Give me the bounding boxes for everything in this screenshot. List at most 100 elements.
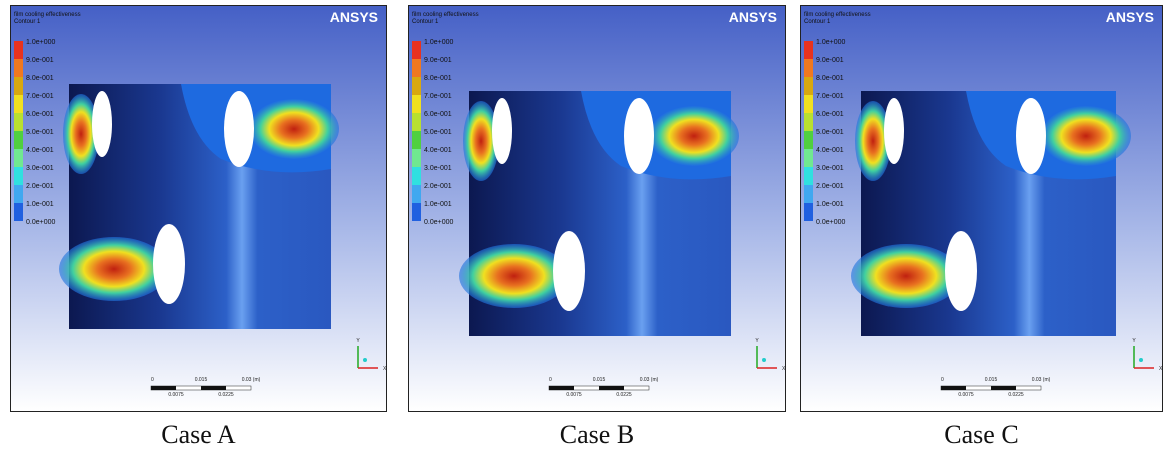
legend-title: film cooling effectiveness	[14, 12, 81, 18]
legend-label: 0.0e+000	[424, 219, 453, 226]
contour-panel: film cooling effectiveness Contour 1 ANSYS…	[408, 5, 787, 412]
legend-title: film cooling effectiveness	[804, 12, 871, 18]
contour-panel: film cooling effectiveness Contour 1 ANSYS…	[10, 5, 388, 412]
scale-bar	[991, 386, 1016, 390]
jet-plume	[649, 106, 739, 166]
legend-label: 6.0e-001	[816, 111, 844, 118]
legend-label: 8.0e-001	[26, 75, 54, 82]
legend-swatch	[804, 41, 813, 59]
legend-label: 1.0e-001	[26, 201, 54, 208]
scale-label: 0.0075	[566, 392, 582, 398]
legend-label: 5.0e-001	[26, 129, 54, 136]
cooling-hole	[92, 91, 112, 157]
legend-label: 4.0e-001	[816, 147, 844, 154]
legend-swatch	[412, 77, 421, 95]
cooling-hole	[884, 98, 904, 164]
axis-label: Y	[1132, 338, 1136, 344]
cooling-hole	[224, 91, 254, 167]
ansys-logo: ANSYS	[729, 9, 777, 25]
legend-swatch	[804, 59, 813, 77]
legend-label: 2.0e-001	[424, 183, 452, 190]
caption: Case B	[559, 420, 635, 449]
legend-swatch	[14, 113, 23, 131]
legend-swatch	[412, 41, 421, 59]
jet-plume	[249, 99, 339, 159]
legend-swatch	[14, 185, 23, 203]
legend-label: 6.0e-001	[424, 111, 452, 118]
scale-label: 0.0075	[168, 392, 184, 398]
contour-panel: film cooling effectiveness Contour 1 ANSYS…	[800, 5, 1164, 412]
cooling-hole	[492, 98, 512, 164]
legend-swatch	[804, 149, 813, 167]
legend-label: 0.0e+000	[816, 219, 845, 226]
legend-swatch	[14, 203, 23, 221]
scale-label: 0.0225	[616, 392, 632, 398]
axis-z	[762, 358, 766, 362]
legend-swatch	[804, 95, 813, 113]
legend-label: 4.0e-001	[26, 147, 54, 154]
jet-plume	[851, 244, 961, 308]
legend-label: 9.0e-001	[424, 57, 452, 64]
axis-label: Y	[356, 338, 360, 344]
legend-swatch	[412, 185, 421, 203]
legend-swatch	[14, 41, 23, 59]
jet-plume	[59, 237, 169, 301]
legend-label: 2.0e-001	[816, 183, 844, 190]
legend-label: 1.0e+000	[26, 39, 55, 46]
legend-label: 5.0e-001	[424, 129, 452, 136]
legend-label: 8.0e-001	[816, 75, 844, 82]
scale-label: 0.03 (m)	[1032, 377, 1051, 383]
legend-swatch	[804, 185, 813, 203]
scale-label: 0.015	[195, 377, 208, 383]
scale-label: 0.0225	[218, 392, 234, 398]
scale-label: 0.015	[593, 377, 606, 383]
legend-swatch	[14, 77, 23, 95]
legend-swatch	[804, 203, 813, 221]
axis-label: X	[383, 366, 386, 372]
legend-label: 5.0e-001	[816, 129, 844, 136]
legend-label: 1.0e+000	[816, 39, 845, 46]
legend-label: 7.0e-001	[424, 93, 452, 100]
scale-bar	[549, 386, 574, 390]
legend-subtitle: Contour 1	[804, 19, 831, 25]
legend-swatch	[412, 131, 421, 149]
legend-title: film cooling effectiveness	[412, 12, 479, 18]
scale-bar	[151, 386, 176, 390]
legend-label: 9.0e-001	[26, 57, 54, 64]
cooling-hole	[153, 224, 185, 304]
legend-swatch	[412, 167, 421, 185]
scale-label: 0.015	[985, 377, 998, 383]
cooling-hole	[945, 231, 977, 311]
legend-swatch	[804, 167, 813, 185]
jet-plume	[63, 94, 99, 174]
legend-swatch	[804, 77, 813, 95]
legend-swatch	[14, 95, 23, 113]
legend-swatch	[412, 203, 421, 221]
cooling-hole	[553, 231, 585, 311]
legend-swatch	[14, 59, 23, 77]
legend-label: 1.0e+000	[424, 39, 453, 46]
legend-swatch	[804, 131, 813, 149]
legend-swatch	[14, 149, 23, 167]
ansys-logo: ANSYS	[330, 9, 378, 25]
jet-plume	[463, 101, 499, 181]
legend-swatch	[804, 113, 813, 131]
scale-label: 0	[151, 377, 154, 383]
jet-plume	[1041, 106, 1131, 166]
legend-swatch	[412, 113, 421, 131]
legend-swatch	[412, 95, 421, 113]
legend-label: 3.0e-001	[424, 165, 452, 172]
legend-swatch	[412, 149, 421, 167]
legend-label: 7.0e-001	[26, 93, 54, 100]
ansys-logo: ANSYS	[1106, 9, 1154, 25]
axis-z	[363, 358, 367, 362]
caption: Case C	[944, 420, 1019, 449]
legend-label: 9.0e-001	[816, 57, 844, 64]
legend-label: 3.0e-001	[816, 165, 844, 172]
axis-label: X	[782, 366, 785, 372]
jet-plume	[459, 244, 569, 308]
